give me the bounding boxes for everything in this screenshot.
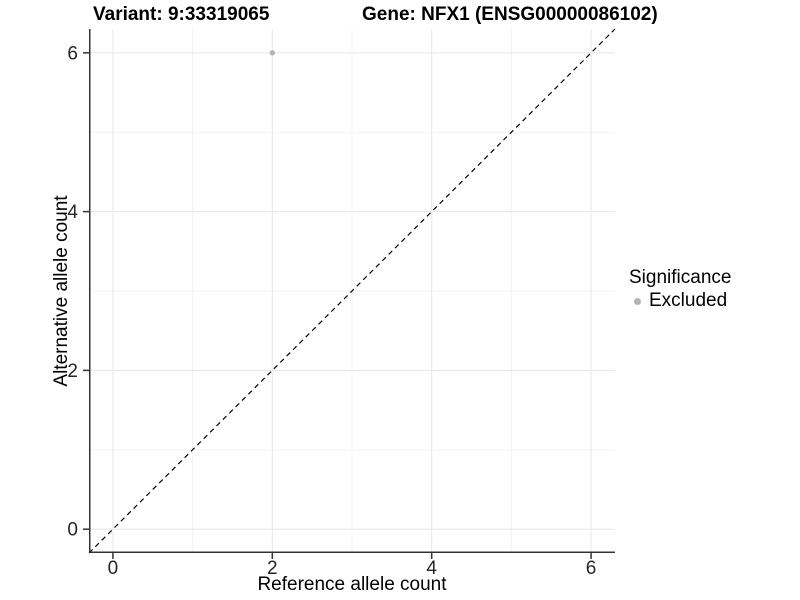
plot-title-variant: Variant: 9:33319065 [93, 4, 270, 25]
data-point [269, 50, 276, 56]
identity-reference-line [88, 28, 616, 554]
x-tick-label: 2 [267, 558, 278, 579]
plot-panel: 0 2 4 6 0 2 4 6 [67, 28, 616, 579]
legend-item-label: Excluded [649, 290, 728, 311]
x-tick-label: 6 [586, 558, 597, 579]
y-tick-label: 0 [67, 520, 78, 541]
legend-title: Significance [629, 267, 732, 288]
legend-item-excluded: Excluded [629, 290, 731, 312]
plot-title-gene: Gene: NFX1 (ENSG00000086102) [362, 4, 658, 25]
legend: Significance Excluded [629, 266, 731, 312]
legend-point-icon [634, 297, 641, 305]
y-tick-label: 6 [67, 43, 78, 64]
x-tick-label: 4 [426, 558, 437, 579]
x-tick-label: 0 [108, 558, 119, 579]
y-tick-label: 2 [67, 361, 78, 382]
y-tick-label: 4 [67, 202, 78, 223]
y-axis-title: Alternative allele count [51, 195, 72, 387]
x-axis-title: Reference allele count [257, 574, 447, 595]
